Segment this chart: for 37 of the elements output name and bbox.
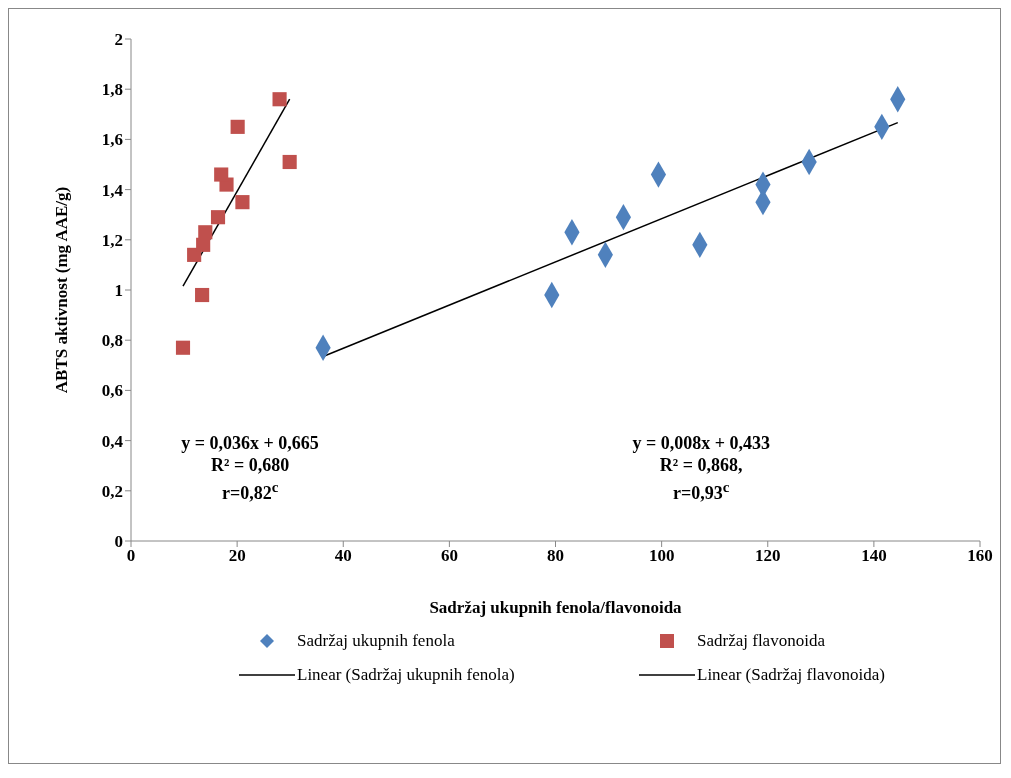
legend-label: Linear (Sadržaj ukupnih fenola) — [297, 665, 515, 685]
legend-label: Linear (Sadržaj flavonoida) — [697, 665, 885, 685]
point — [195, 287, 210, 303]
annotation: y = 0,008x + 0,433 R² = 0,868, r=0,93$^{c}$ — [631, 431, 771, 504]
y-tick-label: 1,8 — [101, 80, 123, 100]
y-axis-title: ABTS aktivnost (mg AAE/g) — [52, 186, 72, 394]
y-tick-label: 2 — [114, 30, 123, 50]
x-tick-label: 160 — [967, 546, 993, 566]
x-tick-label: 60 — [440, 546, 458, 566]
x-tick-label: 80 — [547, 546, 564, 566]
y-tick-label: 0,4 — [101, 431, 124, 451]
legend-label: Sadržaj ukupnih fenola — [297, 631, 455, 651]
point — [196, 237, 211, 252]
x-tick-label: 140 — [861, 546, 887, 566]
point — [198, 225, 213, 240]
y-tick-label: 1,2 — [101, 230, 123, 250]
y-tick-label: 1 — [114, 281, 123, 301]
point — [214, 167, 229, 182]
y-tick-label: 1,6 — [101, 130, 123, 150]
x-tick-label: 40 — [334, 546, 352, 566]
y-tick-label: 0,6 — [101, 381, 123, 401]
point — [210, 210, 226, 225]
annotation: y = 0,036x + 0,665 R² = 0,680 r=0,82$^{c}$ — [180, 431, 320, 504]
point — [282, 154, 297, 170]
point — [175, 340, 191, 355]
legend-label: Sadržaj flavonoida — [697, 631, 825, 651]
y-tick-label: 0,2 — [101, 481, 123, 501]
x-tick-label: 120 — [755, 546, 781, 566]
x-tick-label: 20 — [228, 546, 246, 566]
point — [230, 119, 245, 134]
point — [235, 195, 250, 210]
y-tick-label: 0 — [114, 532, 123, 552]
y-tick-label: 1,4 — [101, 180, 124, 200]
point — [272, 92, 287, 107]
x-axis-title: Sadržaj ukupnih fenola/flavonoida — [429, 598, 683, 617]
x-tick-label: 100 — [648, 546, 675, 566]
y-tick-label: 0,8 — [101, 331, 123, 351]
